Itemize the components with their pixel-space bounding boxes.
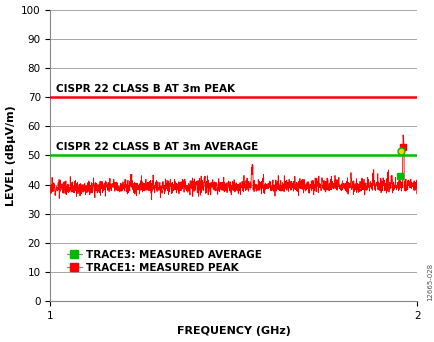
X-axis label: FREQUENCY (GHz): FREQUENCY (GHz): [177, 327, 290, 337]
Y-axis label: LEVEL (dBµV/m): LEVEL (dBµV/m): [6, 105, 16, 206]
Text: CISPR 22 CLASS B AT 3m AVERAGE: CISPR 22 CLASS B AT 3m AVERAGE: [56, 143, 258, 153]
Text: 12665-028: 12665-028: [426, 263, 432, 301]
Text: CISPR 22 CLASS B AT 3m PEAK: CISPR 22 CLASS B AT 3m PEAK: [56, 84, 234, 94]
Legend: TRACE3: MEASURED AVERAGE, TRACE1: MEASURED PEAK: TRACE3: MEASURED AVERAGE, TRACE1: MEASUR…: [66, 250, 262, 273]
